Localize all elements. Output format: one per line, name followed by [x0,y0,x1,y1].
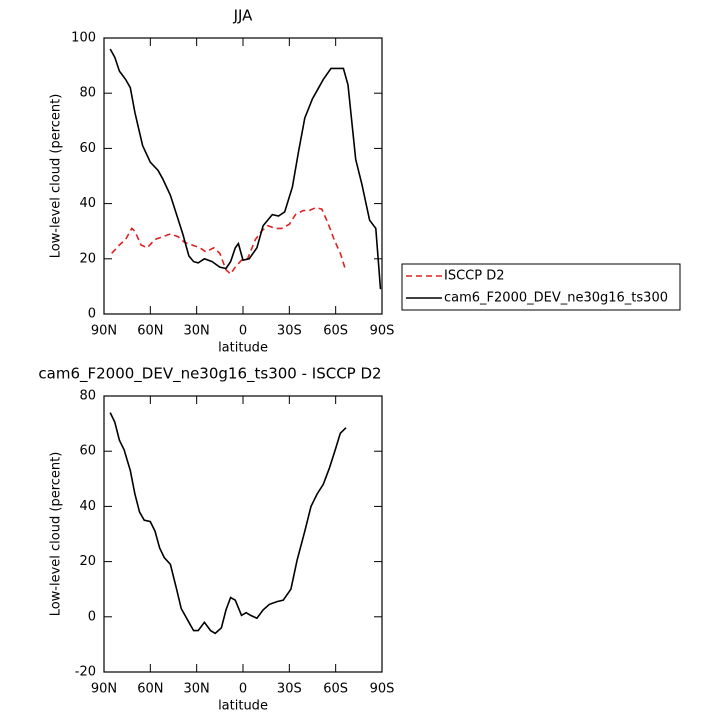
x-tick-label: 60S [323,324,348,339]
y-tick-label: 20 [79,251,96,266]
y-axis-label: Low-level cloud (percent) [49,94,64,259]
x-tick-label: 30S [277,682,302,697]
y-tick-label: 20 [79,554,96,569]
x-tick-label: 0 [239,324,247,339]
legend-label: ISCCP D2 [444,269,505,284]
x-tick-label: 90N [91,682,117,697]
y-tick-label: 40 [79,196,96,211]
x-tick-label: 60N [137,324,163,339]
chart-title: cam6_F2000_DEV_ne30g16_ts300 - ISCCP D2 [38,365,381,384]
y-tick-label: 80 [79,86,96,101]
x-tick-label: 0 [239,682,247,697]
data-line [109,412,347,635]
data-line [109,48,382,290]
x-tick-label: 30S [277,324,302,339]
plot-frame [103,395,383,673]
y-tick-label: 60 [79,444,96,459]
y-tick-label: 60 [79,141,96,156]
y-tick-label: 0 [88,307,96,322]
y-tick-label: 40 [79,499,96,514]
x-tick-label: 60S [323,682,348,697]
x-axis-label: latitude [218,699,268,714]
x-tick-label: 90N [91,324,117,339]
x-tick-label: 90S [370,682,395,697]
chart-title: JJA [233,7,254,25]
x-axis-label: latitude [218,341,268,356]
legend-label: cam6_F2000_DEV_ne30g16_ts300 [444,291,668,306]
y-tick-label: 100 [71,31,96,46]
x-tick-label: 30N [184,324,210,339]
x-tick-label: 90S [370,324,395,339]
x-tick-label: 30N [184,682,210,697]
plot-frame [103,37,383,315]
legend-box [401,263,681,311]
y-tick-label: 80 [79,389,96,404]
data-line [111,206,347,276]
y-tick-label: -20 [75,665,96,680]
y-tick-label: 0 [88,609,96,624]
y-axis-label: Low-level cloud (percent) [49,452,64,617]
x-tick-label: 60N [137,682,163,697]
